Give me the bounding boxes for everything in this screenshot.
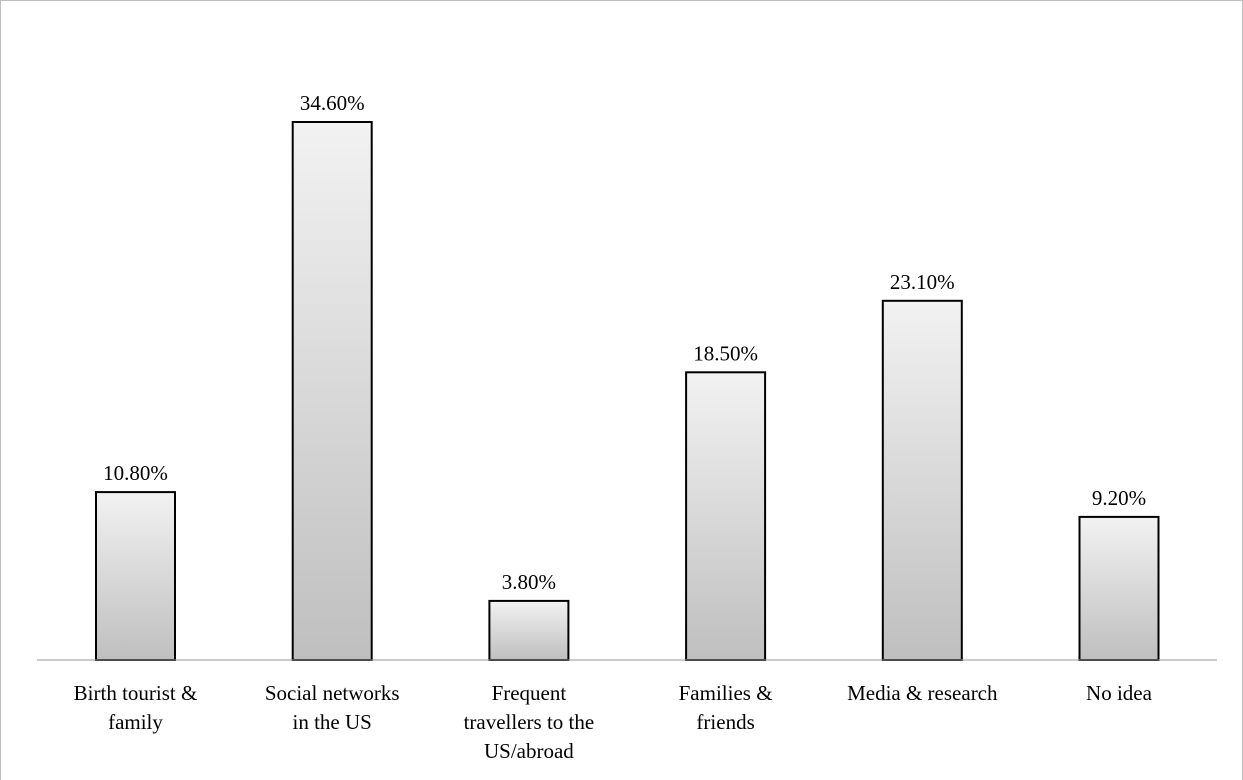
bar: [1078, 515, 1160, 662]
data-label: 3.80%: [502, 570, 556, 594]
bar: [685, 371, 767, 661]
value-labels-group: 10.80% 34.60% 3.80% 18.50% 23.10% 9.20%: [103, 91, 1146, 594]
category-labels-group: Birth tourist & family Social networks in t…: [74, 681, 1153, 763]
category-label: Social networks in the US: [265, 681, 400, 734]
category-label: No idea: [1086, 681, 1153, 705]
category-label: Birth tourist & family: [74, 681, 198, 734]
data-label: 9.20%: [1092, 486, 1146, 510]
category-label: Frequent travellers to the US/abroad: [464, 681, 595, 763]
data-label: 10.80%: [103, 461, 168, 485]
bar: [95, 491, 176, 661]
data-label: 18.50%: [693, 341, 758, 365]
bars-group: [95, 121, 1160, 662]
data-label: 23.10%: [890, 270, 955, 294]
bar: [291, 121, 373, 661]
category-label: Families & friends: [679, 681, 773, 734]
bar: [488, 599, 570, 662]
category-label: Media & research: [847, 681, 998, 705]
bar: [881, 299, 963, 661]
data-label: 34.60%: [300, 91, 365, 115]
